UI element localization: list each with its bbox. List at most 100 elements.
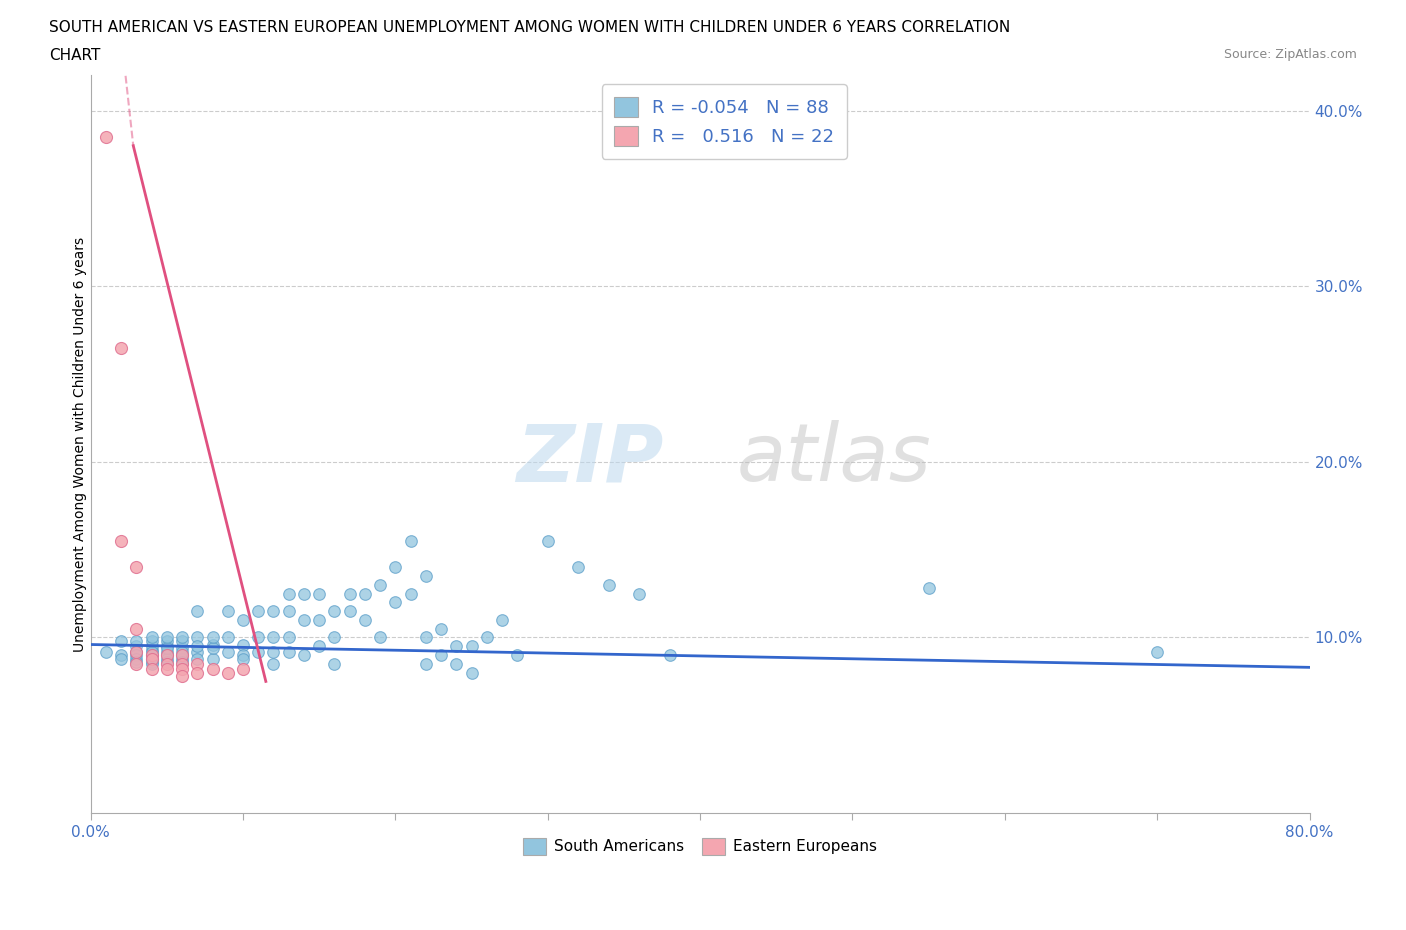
Point [308, 586, 330, 601]
Point [156, 647, 179, 662]
Point [170, 633, 193, 648]
Text: Source: ZipAtlas.com: Source: ZipAtlas.com [1223, 48, 1357, 61]
Point [217, 644, 239, 659]
Point [125, 657, 148, 671]
Point [125, 647, 148, 662]
Legend: South Americans, Eastern Europeans: South Americans, Eastern Europeans [517, 832, 883, 861]
Point [110, 647, 132, 662]
Point [598, 578, 620, 592]
Point [339, 604, 361, 618]
Point [1146, 644, 1168, 659]
Point [399, 586, 422, 601]
Point [156, 633, 179, 648]
Y-axis label: Unemployment Among Women with Children Under 6 years: Unemployment Among Women with Children U… [73, 237, 87, 652]
Point [247, 604, 270, 618]
Point [170, 641, 193, 656]
Point [186, 644, 208, 659]
Point [277, 586, 299, 601]
Point [141, 651, 163, 666]
Point [156, 641, 179, 656]
Point [232, 637, 254, 652]
Point [354, 586, 377, 601]
Point [506, 647, 529, 662]
Point [170, 657, 193, 671]
Point [156, 651, 179, 666]
Point [125, 651, 148, 666]
Point [170, 630, 193, 644]
Point [446, 657, 468, 671]
Point [217, 604, 239, 618]
Point [201, 630, 224, 644]
Point [430, 647, 453, 662]
Point [368, 630, 391, 644]
Point [141, 647, 163, 662]
Point [156, 647, 179, 662]
Point [415, 657, 437, 671]
Point [110, 651, 132, 666]
Point [170, 647, 193, 662]
Point [430, 621, 453, 636]
Point [217, 630, 239, 644]
Point [277, 644, 299, 659]
Point [156, 630, 179, 644]
Point [460, 665, 482, 680]
Text: ZIP: ZIP [516, 420, 664, 498]
Point [125, 644, 148, 659]
Point [141, 639, 163, 654]
Point [201, 651, 224, 666]
Point [170, 647, 193, 662]
Point [156, 655, 179, 670]
Point [141, 647, 163, 662]
Point [94, 644, 117, 659]
Point [141, 644, 163, 659]
Point [292, 586, 315, 601]
Point [125, 639, 148, 654]
Point [110, 534, 132, 549]
Point [186, 630, 208, 644]
Point [94, 129, 117, 144]
Text: SOUTH AMERICAN VS EASTERN EUROPEAN UNEMPLOYMENT AMONG WOMEN WITH CHILDREN UNDER : SOUTH AMERICAN VS EASTERN EUROPEAN UNEMP… [49, 20, 1011, 35]
Point [141, 657, 163, 671]
Point [156, 661, 179, 676]
Point [125, 560, 148, 575]
Point [308, 639, 330, 654]
Point [201, 637, 224, 652]
Point [186, 651, 208, 666]
Point [201, 661, 224, 676]
Point [170, 651, 193, 666]
Point [399, 534, 422, 549]
Point [339, 586, 361, 601]
Point [354, 613, 377, 628]
Point [186, 657, 208, 671]
Point [262, 630, 284, 644]
Text: CHART: CHART [49, 48, 101, 63]
Point [217, 665, 239, 680]
Point [262, 644, 284, 659]
Point [170, 655, 193, 670]
Point [323, 630, 346, 644]
Point [232, 661, 254, 676]
Point [170, 661, 193, 676]
Point [262, 657, 284, 671]
Point [186, 665, 208, 680]
Point [292, 613, 315, 628]
Point [156, 644, 179, 659]
Point [232, 647, 254, 662]
Point [170, 644, 193, 659]
Point [232, 651, 254, 666]
Point [186, 604, 208, 618]
Point [125, 655, 148, 670]
Point [262, 604, 284, 618]
Point [567, 560, 589, 575]
Point [628, 586, 651, 601]
Point [415, 568, 437, 583]
Point [141, 655, 163, 670]
Point [277, 604, 299, 618]
Point [247, 644, 270, 659]
Point [292, 647, 315, 662]
Point [156, 657, 179, 671]
Point [141, 661, 163, 676]
Point [917, 581, 939, 596]
Point [537, 534, 560, 549]
Point [186, 639, 208, 654]
